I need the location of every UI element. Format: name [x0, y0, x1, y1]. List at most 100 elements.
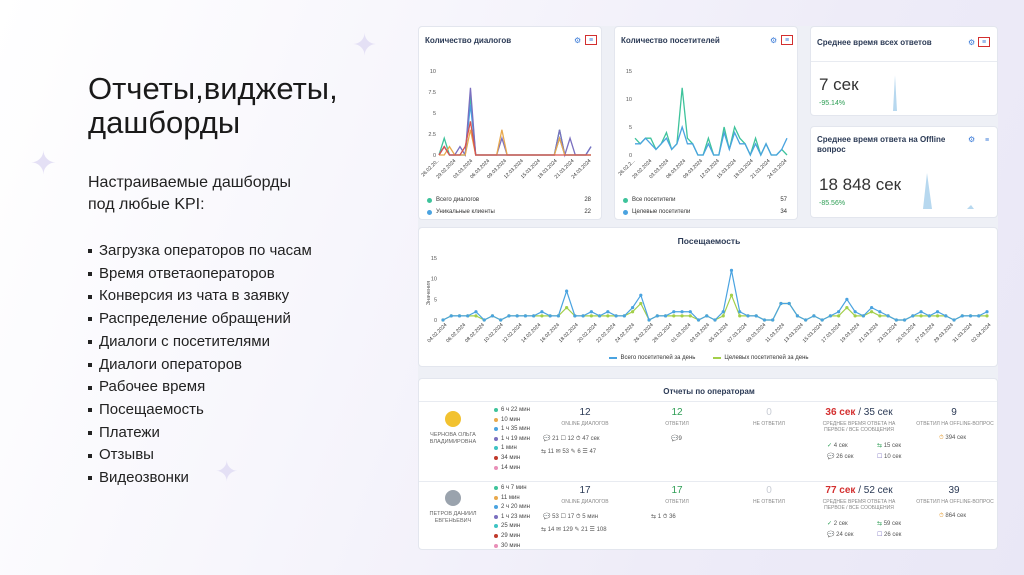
online-metrics: ⇆ 14 ✉ 129 ✎ 21 ☰ 108 — [541, 526, 607, 533]
feature-list-item: Конверсия из чата в заявку — [88, 285, 388, 308]
metric-icon: ✓ — [827, 443, 834, 449]
avg-separator: / — [855, 407, 864, 418]
metric-value: 26 сек — [836, 454, 854, 460]
metric-icon: ☐ — [558, 514, 568, 520]
feature-label: Диалоги с посетителями — [99, 332, 270, 350]
online-metrics: 💬 53 ☐ 17 ⏱ 5 мин — [543, 513, 598, 521]
gear-icon[interactable]: ⚙ — [770, 36, 778, 45]
metric-value: 2 сек — [833, 521, 848, 527]
legend-item[interactable]: Всего посетителей за день — [609, 355, 695, 361]
widget-title: Среднее время ответа на Offline вопрос — [817, 135, 945, 155]
data-point — [845, 297, 849, 301]
bullet-marker — [88, 453, 92, 458]
offline-metric: ⏱ 864 сек — [939, 513, 966, 520]
title-line: Среднее время ответа на Offline — [817, 135, 946, 144]
operators-widget: Отчеты по операторам ЧЕРНОВА ОЛЬГА ВЛАДИМ… — [418, 378, 998, 550]
unanswered-label: НЕ ОТВЕТИЛ — [753, 499, 785, 505]
widget-title: Посещаемость — [677, 236, 741, 246]
data-point — [878, 314, 882, 318]
legend-item[interactable]: Целевых посетителей за день — [713, 355, 809, 361]
legend-label: Целевых посетителей за день — [724, 355, 809, 361]
data-point — [845, 306, 849, 310]
operator-row[interactable]: ЧЕРНОВА ОЛЬГА ВЛАДИМИРОВНА 6 ч 22 мин 10 ми… — [419, 403, 997, 479]
data-point — [680, 310, 684, 314]
legend-item[interactable]: Целевые посетители 34 — [623, 209, 787, 215]
gear-icon[interactable]: ⚙ — [968, 38, 976, 47]
time-item: 2 ч 20 мин — [494, 504, 530, 510]
time-label: 1 ч 35 мин — [501, 426, 530, 433]
gear-icon[interactable]: ⚙ — [574, 36, 582, 45]
legend-value: 57 — [780, 197, 787, 203]
subtitle-line: под любые KPI: — [88, 196, 205, 213]
data-point — [622, 314, 626, 318]
legend-item[interactable]: Уникальные клиенты 22 — [427, 209, 591, 215]
menu-icon[interactable]: ≡ — [781, 35, 793, 45]
gear-icon[interactable]: ⚙ — [968, 135, 976, 144]
time-label: 30 мин — [501, 542, 521, 549]
feature-label: Платежи — [99, 423, 160, 441]
metric-icon: 💬 — [827, 532, 837, 538]
metric-icon: ⏱ — [939, 513, 946, 519]
subtitle-line: Настраиваемые дашборды — [88, 174, 291, 191]
operator-row[interactable]: ПЕТРОВ ДАНИИЛ ЕВГЕНЬЕВИЧ 6 ч 7 мин 11 мин 2 … — [419, 481, 997, 549]
time-label: 14 мин — [501, 464, 521, 471]
time-marker — [494, 534, 498, 538]
online-metrics: 💬 21 ☐ 12 ⏱ 47 сек — [543, 435, 600, 443]
title-line: Отчеты,виджеты, — [88, 71, 338, 106]
widget-title: Количество диалогов — [425, 36, 512, 45]
data-point — [548, 314, 552, 318]
metric-icon: ⏱ — [574, 436, 583, 442]
metric-icon: ✉ — [553, 449, 563, 455]
time-marker — [494, 495, 498, 500]
legend-value: 28 — [584, 197, 591, 203]
sparkle-decoration: ✦ — [215, 455, 239, 488]
feature-list-item: Загрузка операторов по часам — [88, 240, 388, 263]
slide-text: Отчеты,виджеты, дашборды Настраиваемые д… — [88, 72, 388, 490]
avatar — [445, 411, 461, 427]
data-point — [639, 293, 643, 297]
avg-time: 36 сек / 35 сек — [814, 407, 904, 418]
data-point — [795, 314, 800, 318]
data-point — [655, 314, 659, 318]
menu-icon[interactable]: ≡ — [978, 37, 990, 47]
feature-label: Диалоги операторов — [99, 355, 243, 373]
data-point — [779, 301, 783, 306]
menu-icon[interactable]: ≡ — [585, 35, 597, 45]
data-point — [441, 318, 445, 322]
metric-value: 14 — [547, 527, 555, 533]
dialogs-widget: Количество диалогов ⚙ ≡ 10 7.5 5 2.5 0 26.02.… — [418, 26, 602, 220]
legend-item[interactable]: Все посетители 57 — [623, 197, 787, 203]
unanswered-label: НЕ ОТВЕТИЛ — [753, 421, 785, 427]
avg-all: 52 сек — [863, 485, 893, 496]
offline-label: ОТВЕТИЛ НА OFFLINE-ВОПРОС — [916, 421, 994, 427]
time-item: 1 ч 35 мин — [494, 426, 530, 432]
time-item: 25 мин — [494, 523, 520, 529]
data-point — [474, 314, 478, 318]
feature-list: Загрузка операторов по часам Время ответа… — [88, 240, 388, 490]
avg-first: 77 сек — [825, 485, 856, 496]
title-line: вопрос — [817, 145, 846, 154]
data-point — [630, 310, 635, 314]
kpi-value: 7 сек — [819, 75, 859, 94]
time-marker — [494, 465, 498, 470]
label-line: ПЕРВОЕ / ВСЕ СООБЩЕНИЯ — [824, 427, 894, 433]
legend-label: Уникальные клиенты — [436, 209, 495, 215]
metric-value: 6 — [577, 449, 581, 455]
data-point — [952, 318, 956, 322]
legend-marker — [609, 357, 618, 359]
data-point — [565, 289, 569, 293]
data-point — [581, 314, 585, 318]
slide-title: Отчеты,виджеты, дашборды — [88, 72, 388, 140]
kpi-change: -95.14% — [819, 100, 846, 107]
legend-item[interactable]: Всего диалогов 28 — [427, 197, 591, 203]
legend-label: Целевые посетители — [632, 209, 691, 215]
metric-icon: 💬 — [543, 514, 553, 520]
data-point — [837, 314, 841, 318]
label-line: СРЕДНЕЕ ВРЕМЯ ОТВЕТА НА — [822, 499, 896, 505]
y-tick-label: 10 — [431, 277, 437, 283]
metric-icon: ☐ — [877, 532, 885, 538]
data-point — [985, 314, 989, 318]
menu-icon[interactable]: ≡ — [984, 136, 990, 144]
name-line: ВЛАДИМИРОВНА — [429, 439, 477, 445]
feature-label: Посещаемость — [99, 400, 204, 418]
